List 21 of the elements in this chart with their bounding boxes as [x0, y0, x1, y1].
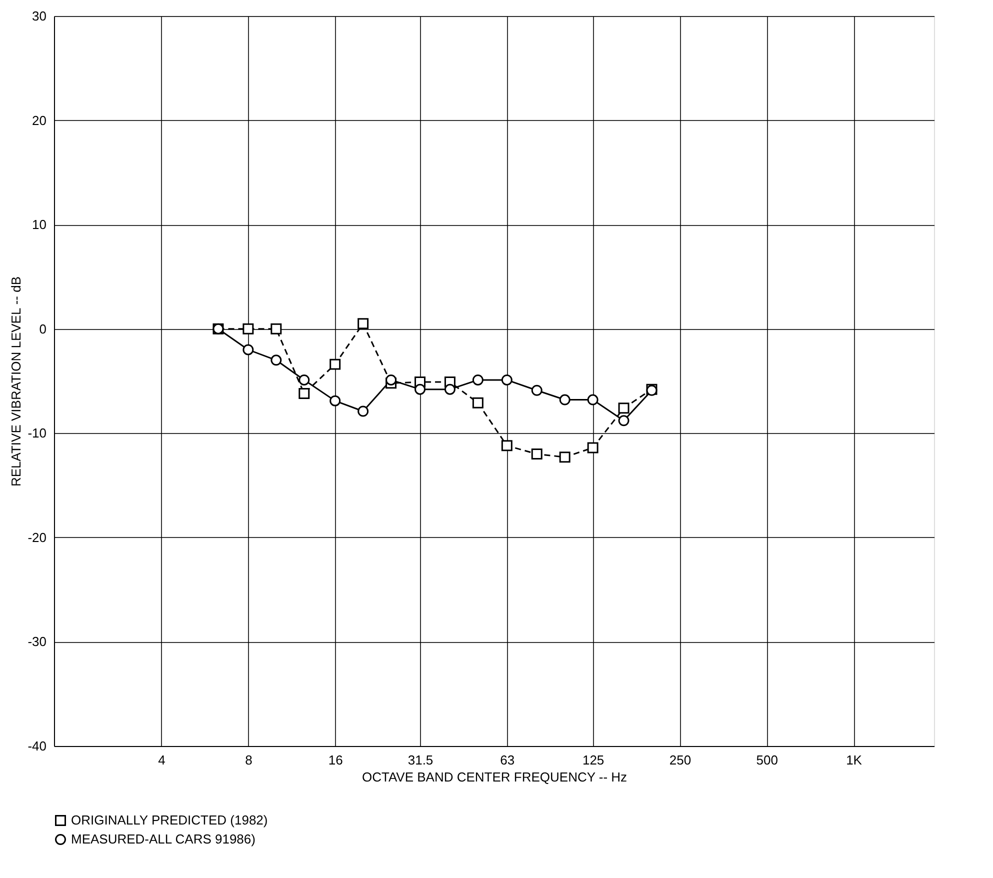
y-tick-label: 20	[32, 112, 46, 128]
x-tick-label: 63	[500, 752, 515, 768]
x-tick-label: 125	[582, 752, 604, 768]
y-tick-label: 30	[32, 8, 46, 24]
y-tick-label: 0	[39, 321, 46, 336]
y-tick-label: -30	[28, 634, 46, 650]
x-axis-title: OCTAVE BAND CENTER FREQUENCY -- Hz	[362, 770, 628, 784]
x-tick-label: 16	[328, 752, 343, 768]
y-tick-label: -20	[28, 530, 46, 545]
y-tick-label: 10	[32, 217, 46, 232]
x-tick-label: 500	[756, 752, 778, 768]
legend-label: MEASURED-ALL CARS 91986)	[71, 832, 256, 846]
legend-label: ORIGINALLY PREDICTED (1982)	[71, 812, 268, 828]
y-tick-label: -40	[28, 738, 46, 754]
y-tick-label: -10	[28, 426, 46, 441]
x-tick-label: 1K	[846, 752, 862, 768]
x-tick-label: 8	[245, 752, 252, 768]
x-tick-label: 31.5	[408, 752, 434, 768]
y-axis-title: RELATIVE VIBRATION LEVEL -- dB	[8, 276, 24, 486]
x-tick-label: 250	[669, 752, 692, 768]
x-tick-label: 4	[158, 752, 166, 768]
